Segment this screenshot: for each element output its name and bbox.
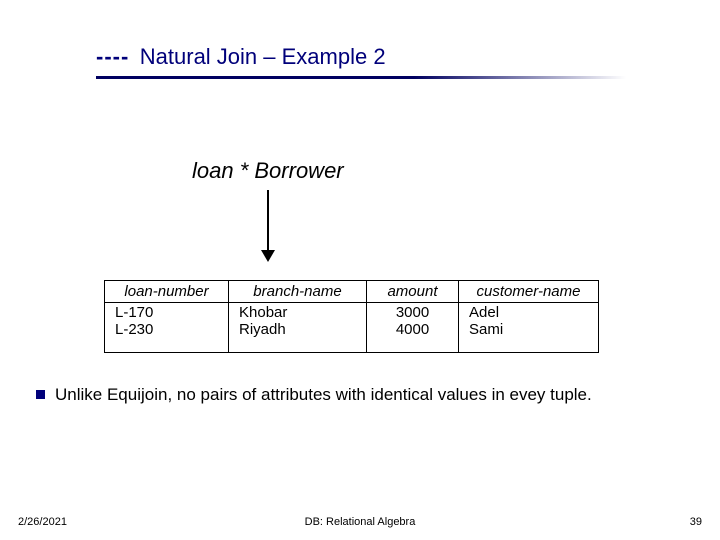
title-text: Natural Join – Example 2 <box>140 44 386 69</box>
cell-text: L-230 <box>115 321 218 338</box>
cell-text: 4000 <box>377 321 448 338</box>
title-underline <box>96 76 626 79</box>
title-dashes: ---- <box>96 44 129 69</box>
slide: ---- Natural Join – Example 2 loan * Bor… <box>0 0 720 540</box>
cell-amount: 3000 4000 <box>367 303 459 353</box>
cell-text: Riyadh <box>239 321 356 338</box>
cell-text: Adel <box>469 304 588 321</box>
bullet-text: Unlike Equijoin, no pairs of attributes … <box>55 384 592 405</box>
arrow-down-icon <box>258 190 278 266</box>
col-loan-number: loan-number <box>105 281 229 303</box>
col-branch-name: branch-name <box>229 281 367 303</box>
cell-text: Khobar <box>239 304 356 321</box>
cell-customer-name: Adel Sami <box>459 303 599 353</box>
arrow-head <box>261 250 275 262</box>
join-expression: loan * Borrower <box>192 158 344 184</box>
cell-branch-name: Khobar Riyadh <box>229 303 367 353</box>
footer-page-number: 39 <box>690 516 702 528</box>
cell-text: Sami <box>469 321 588 338</box>
cell-text: L-170 <box>115 304 218 321</box>
bullet-item: Unlike Equijoin, no pairs of attributes … <box>36 384 686 405</box>
cell-loan-number: L-170 L-230 <box>105 303 229 353</box>
table-row: L-170 L-230 Khobar Riyadh 3000 4000 Adel… <box>105 303 599 353</box>
footer-center: DB: Relational Algebra <box>0 516 720 528</box>
table-header-row: loan-number branch-name amount customer-… <box>105 281 599 303</box>
arrow-shaft <box>267 190 269 254</box>
result-table: loan-number branch-name amount customer-… <box>104 280 599 353</box>
col-customer-name: customer-name <box>459 281 599 303</box>
slide-title: ---- Natural Join – Example 2 <box>96 44 386 70</box>
col-amount: amount <box>367 281 459 303</box>
cell-text: 3000 <box>377 304 448 321</box>
square-bullet-icon <box>36 390 45 399</box>
